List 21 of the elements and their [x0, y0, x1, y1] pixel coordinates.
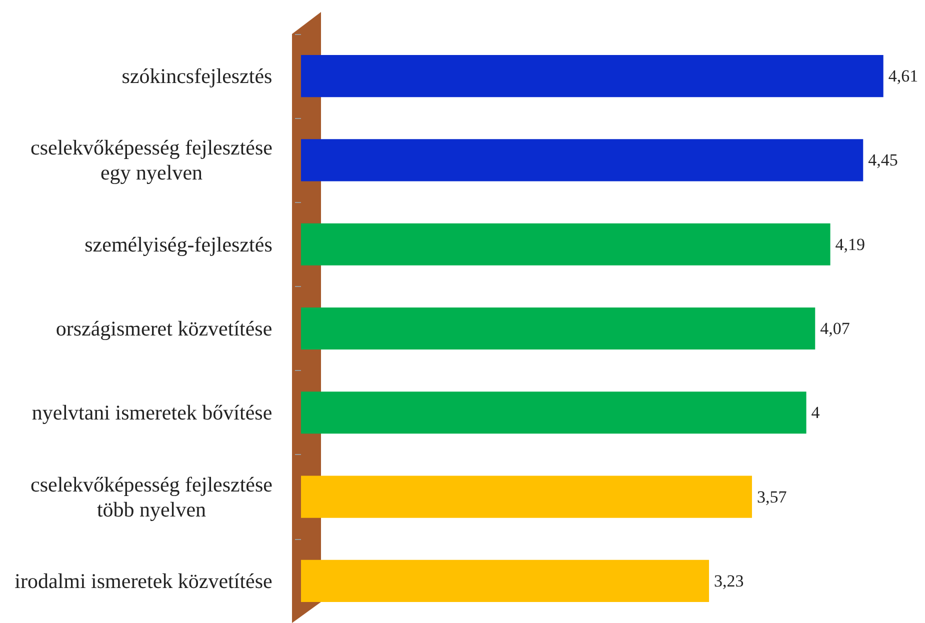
y-tick-label: cselekvőképesség fejlesztése egy nyelven	[30, 136, 272, 185]
data-label: 4,07	[820, 319, 850, 338]
bar	[301, 223, 830, 266]
data-label: 3,57	[756, 487, 788, 506]
data-label: 4,61	[888, 66, 918, 86]
data-label: 4,45	[868, 150, 898, 170]
y-tick-label: személyiség-fejlesztés	[84, 232, 272, 256]
bar	[301, 476, 752, 518]
y-tick-label: nyelvtani ismeretek bővítése	[32, 400, 272, 425]
bar	[301, 560, 710, 602]
bar	[301, 139, 864, 182]
bar	[301, 55, 884, 98]
y-tick-label: szókincsfejlesztés	[122, 64, 272, 88]
bar	[301, 307, 816, 350]
y-tick-label: irodalmi ismeretek közvetítése	[14, 568, 272, 593]
y-tick-label: országismeret közvetítése	[56, 316, 272, 340]
data-label: 3,23	[714, 571, 744, 590]
bar	[301, 392, 806, 434]
y-tick-label: cselekvőképesség fejlesztése több nyelven	[30, 472, 272, 522]
data-label: 4,19	[835, 234, 866, 254]
data-label: 4	[811, 403, 820, 422]
